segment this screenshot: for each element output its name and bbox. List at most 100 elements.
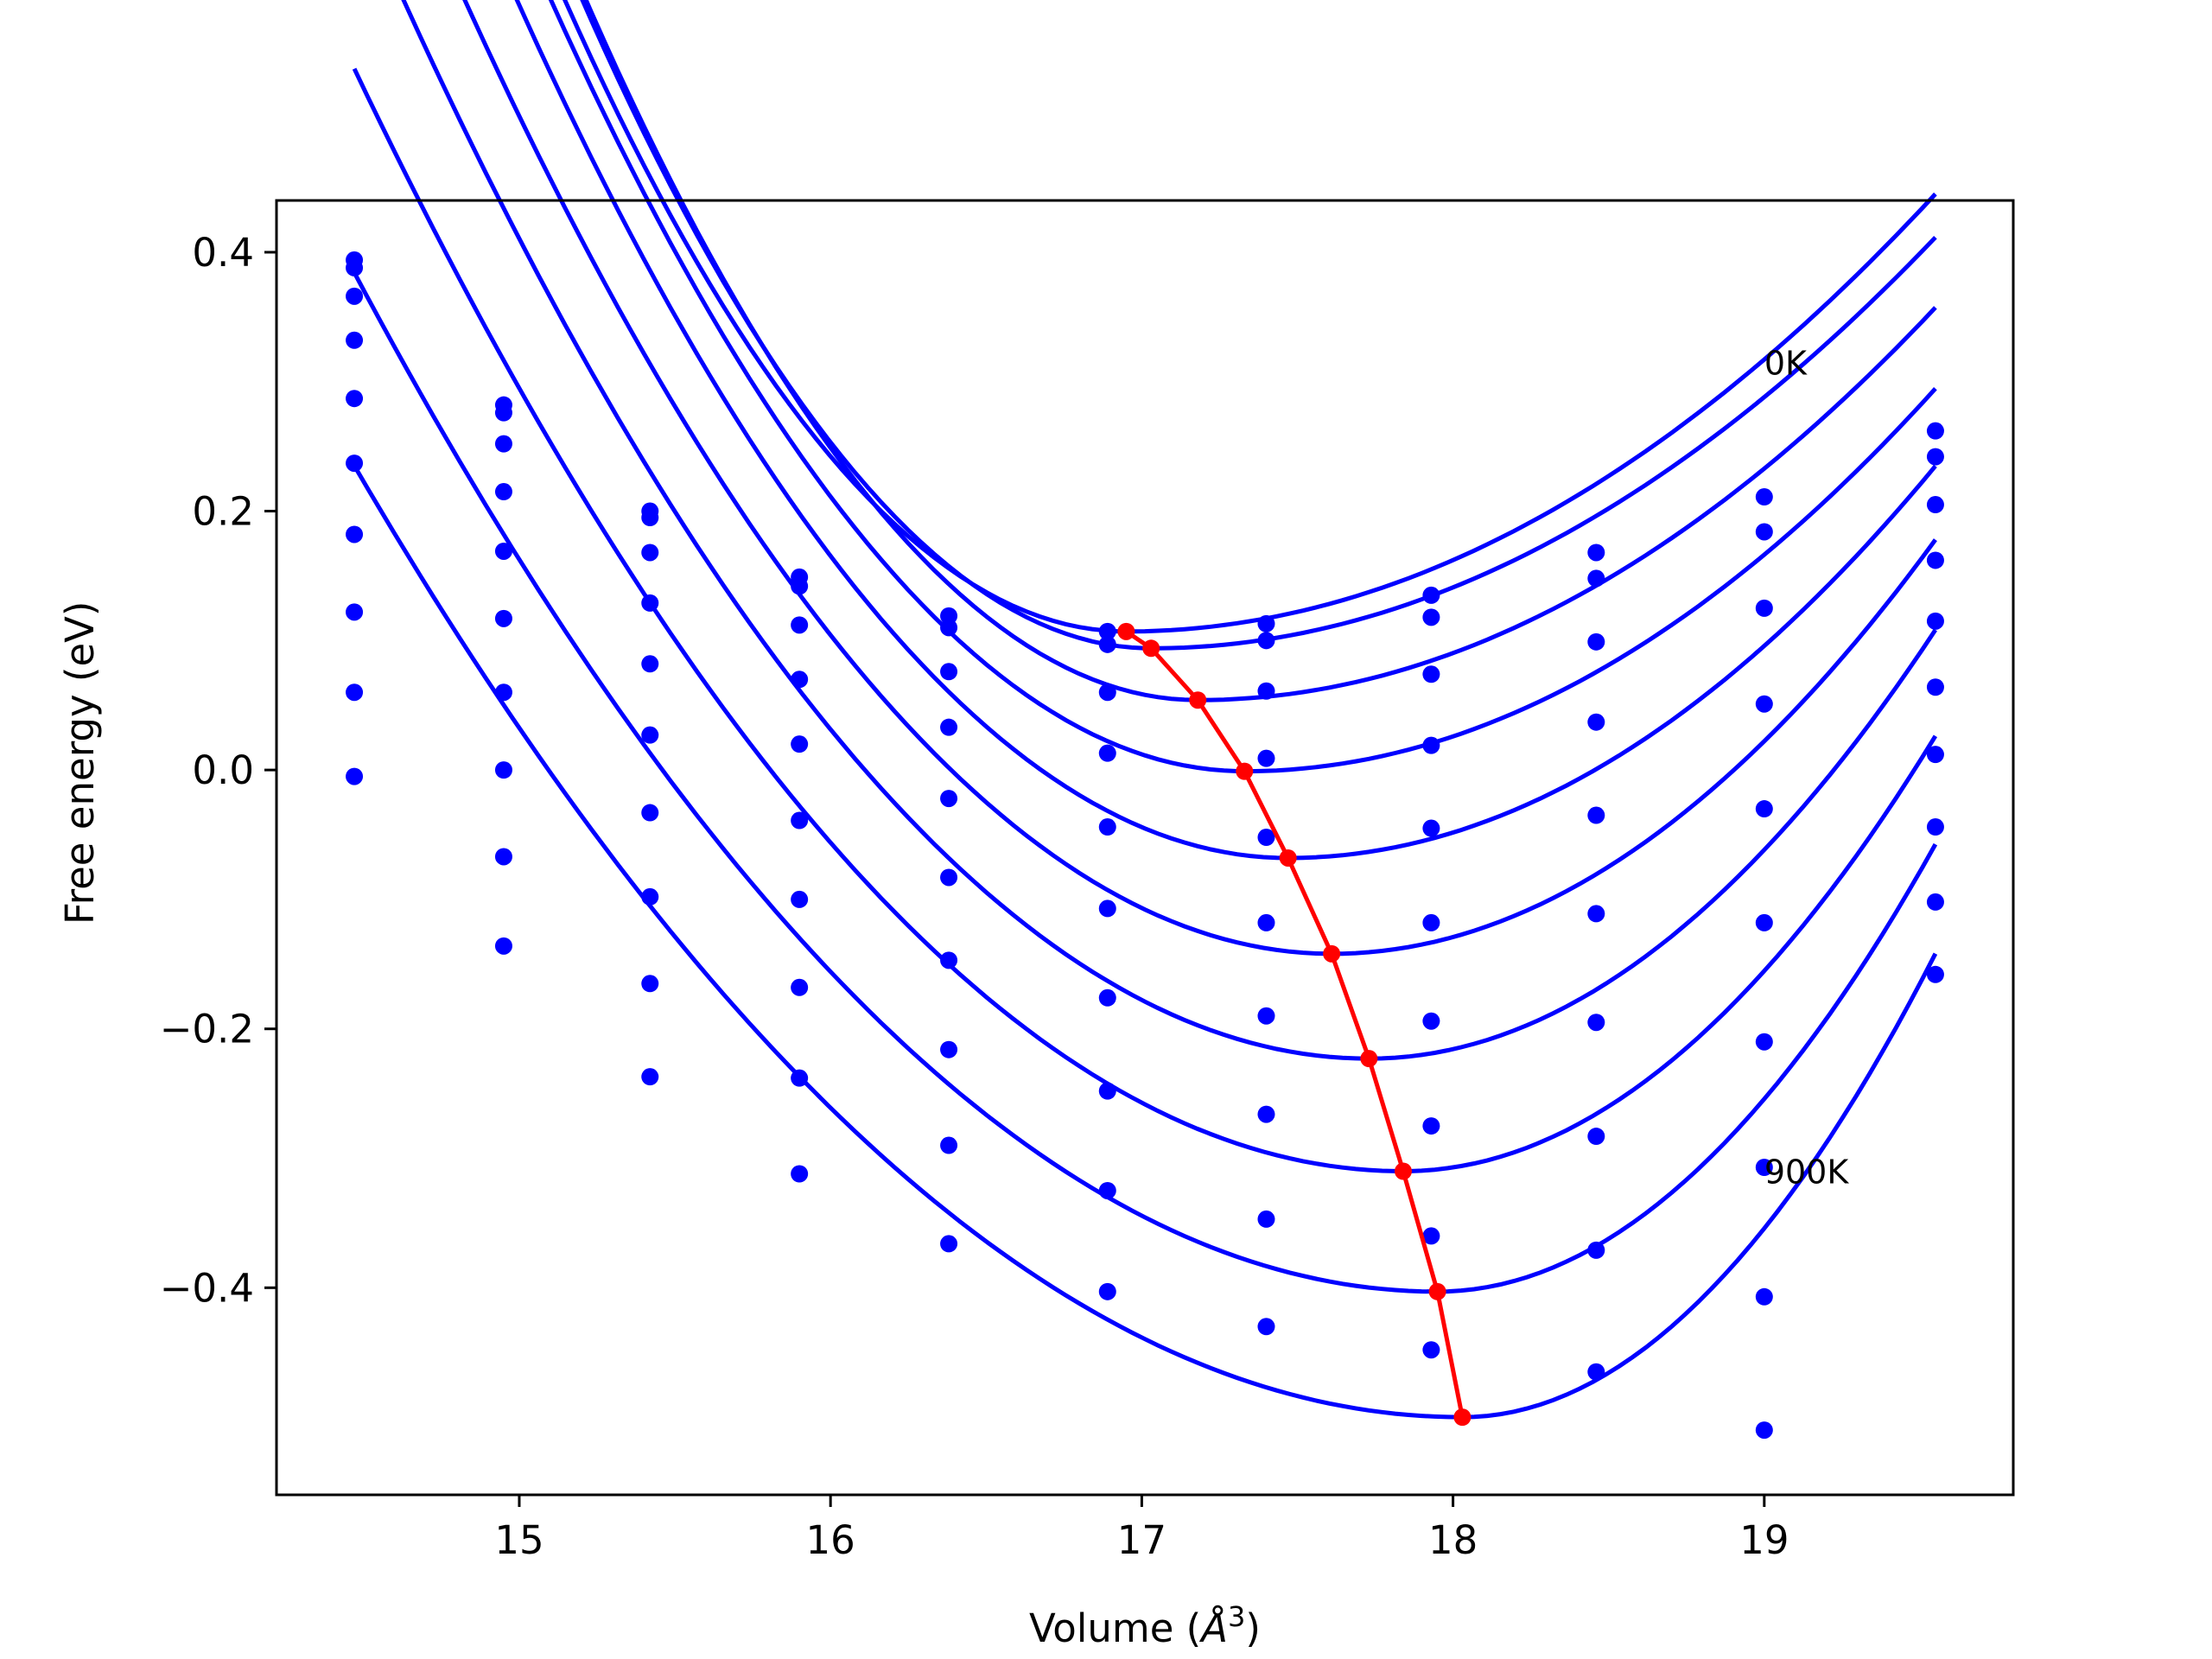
- data-point: [940, 1136, 958, 1154]
- data-point: [1755, 1159, 1773, 1177]
- series-4: [346, 0, 1944, 861]
- data-point: [1926, 496, 1944, 514]
- y-tick-label: 0.2: [192, 489, 254, 535]
- minimum-point: [1453, 1408, 1471, 1427]
- data-point: [1098, 1181, 1116, 1199]
- series-5: [346, 0, 1944, 957]
- fit-curve: [401, 0, 1937, 1061]
- y-axis-label: Free energy (eV): [57, 601, 103, 925]
- minimum-point: [1428, 1282, 1446, 1300]
- fit-curve: [462, 0, 1937, 957]
- minimum-point: [1394, 1162, 1412, 1180]
- data-point: [1587, 905, 1605, 923]
- data-point: [940, 868, 958, 887]
- x-tick-label: 15: [494, 1517, 543, 1563]
- data-point: [1926, 448, 1944, 466]
- series-7: [346, 67, 1944, 1177]
- data-point: [1755, 1287, 1773, 1306]
- data-point: [1098, 1082, 1116, 1100]
- data-point: [1587, 1128, 1605, 1146]
- data-point: [1098, 818, 1116, 836]
- data-point: [1926, 678, 1944, 696]
- temperature-annotation: 0K: [1764, 344, 1808, 382]
- fit-curve: [548, 0, 1937, 774]
- data-point: [940, 1040, 958, 1058]
- data-point: [791, 1165, 809, 1183]
- data-point: [346, 390, 364, 408]
- data-point: [1926, 422, 1944, 440]
- data-point: [346, 603, 364, 621]
- data-point: [494, 483, 512, 501]
- data-point: [1422, 665, 1440, 683]
- data-point: [1098, 622, 1116, 640]
- data-point: [1755, 695, 1773, 713]
- data-point: [346, 258, 364, 276]
- data-point: [494, 761, 512, 779]
- minimum-point: [1189, 691, 1207, 709]
- data-point: [1422, 819, 1440, 837]
- data-point: [1257, 632, 1275, 650]
- data-point: [1098, 635, 1116, 653]
- y-tick-label: 0.0: [192, 747, 254, 793]
- data-point: [494, 435, 512, 453]
- data-point: [1755, 1421, 1773, 1440]
- data-point: [1098, 899, 1116, 918]
- data-point: [1926, 746, 1944, 764]
- data-point: [494, 404, 512, 422]
- data-point: [1422, 608, 1440, 626]
- minimum-point: [1360, 1050, 1378, 1068]
- plot-area: [346, 0, 1944, 1440]
- data-point: [791, 616, 809, 634]
- data-point: [1587, 713, 1605, 731]
- temperature-annotation: 900K: [1764, 1154, 1850, 1192]
- data-point: [791, 811, 809, 830]
- data-point: [346, 683, 364, 702]
- data-point: [940, 790, 958, 808]
- data-point: [1098, 744, 1116, 762]
- fit-curve: [352, 67, 1938, 1174]
- data-point: [1098, 683, 1116, 702]
- data-point: [1926, 965, 1944, 983]
- data-point: [494, 848, 512, 866]
- data-point: [641, 804, 659, 822]
- data-point: [1755, 913, 1773, 931]
- data-point: [641, 726, 659, 744]
- data-point: [494, 937, 512, 955]
- axes-frame: [275, 199, 2015, 1497]
- data-point: [940, 663, 958, 681]
- data-point: [1587, 806, 1605, 824]
- fit-curve: [352, 464, 1938, 1420]
- x-axis: 15 16 17 18 19: [494, 1495, 1789, 1563]
- x-axis-label: Volume (Å3): [1029, 1600, 1261, 1651]
- data-point: [346, 525, 364, 543]
- data-point: [1926, 551, 1944, 569]
- data-point: [1257, 1318, 1275, 1336]
- data-point: [1098, 988, 1116, 1007]
- data-point: [1422, 1117, 1440, 1135]
- x-tick-label: 19: [1739, 1517, 1789, 1563]
- annotations: 0K 900K: [1764, 344, 1850, 1191]
- data-point: [791, 978, 809, 996]
- data-point: [791, 890, 809, 908]
- data-point: [1926, 893, 1944, 911]
- data-point: [494, 542, 512, 560]
- data-point: [940, 619, 958, 637]
- data-point: [641, 655, 659, 673]
- data-point: [1257, 1210, 1275, 1228]
- data-point: [1257, 1007, 1275, 1025]
- data-point: [1926, 818, 1944, 836]
- series-8: [346, 271, 1944, 1306]
- data-point: [1587, 1241, 1605, 1259]
- series-6: [346, 0, 1944, 1061]
- y-axis: 0.4 0.2 0.0 −0.2 −0.4: [160, 230, 276, 1311]
- data-point: [1257, 1105, 1275, 1123]
- data-point: [1587, 1363, 1605, 1381]
- minimum-path: [1117, 622, 1471, 1427]
- data-point: [346, 287, 364, 305]
- data-point: [1926, 612, 1944, 630]
- fit-curve: [352, 271, 1938, 1294]
- minimum-path-line: [1124, 629, 1465, 1418]
- data-point: [1422, 1341, 1440, 1359]
- data-point: [346, 331, 364, 349]
- data-point: [791, 735, 809, 753]
